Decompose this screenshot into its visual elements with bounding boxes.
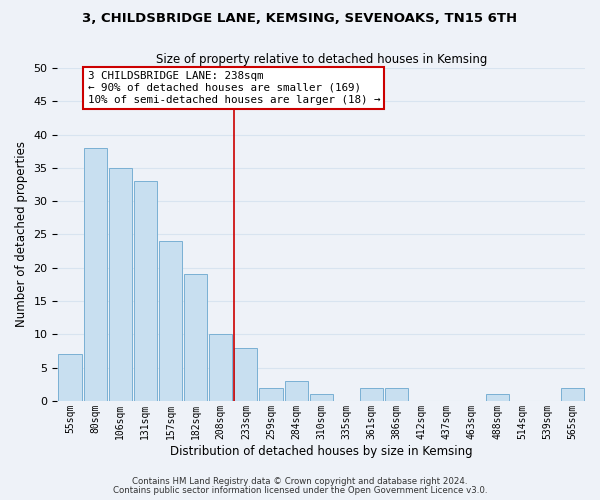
Bar — [58, 354, 82, 401]
Bar — [83, 148, 107, 401]
Title: Size of property relative to detached houses in Kemsing: Size of property relative to detached ho… — [155, 52, 487, 66]
Bar — [385, 388, 408, 401]
Bar — [109, 168, 132, 401]
Bar — [360, 388, 383, 401]
Bar — [184, 274, 207, 401]
Bar — [259, 388, 283, 401]
Bar — [561, 388, 584, 401]
Bar — [310, 394, 333, 401]
Text: Contains public sector information licensed under the Open Government Licence v3: Contains public sector information licen… — [113, 486, 487, 495]
Y-axis label: Number of detached properties: Number of detached properties — [15, 142, 28, 328]
Bar — [159, 241, 182, 401]
Bar — [234, 348, 257, 401]
Bar — [284, 381, 308, 401]
Bar — [209, 334, 232, 401]
Bar — [134, 181, 157, 401]
Bar — [485, 394, 509, 401]
Text: 3, CHILDSBRIDGE LANE, KEMSING, SEVENOAKS, TN15 6TH: 3, CHILDSBRIDGE LANE, KEMSING, SEVENOAKS… — [82, 12, 518, 26]
Text: Contains HM Land Registry data © Crown copyright and database right 2024.: Contains HM Land Registry data © Crown c… — [132, 477, 468, 486]
Text: 3 CHILDSBRIDGE LANE: 238sqm
← 90% of detached houses are smaller (169)
10% of se: 3 CHILDSBRIDGE LANE: 238sqm ← 90% of det… — [88, 72, 380, 104]
X-axis label: Distribution of detached houses by size in Kemsing: Distribution of detached houses by size … — [170, 444, 473, 458]
